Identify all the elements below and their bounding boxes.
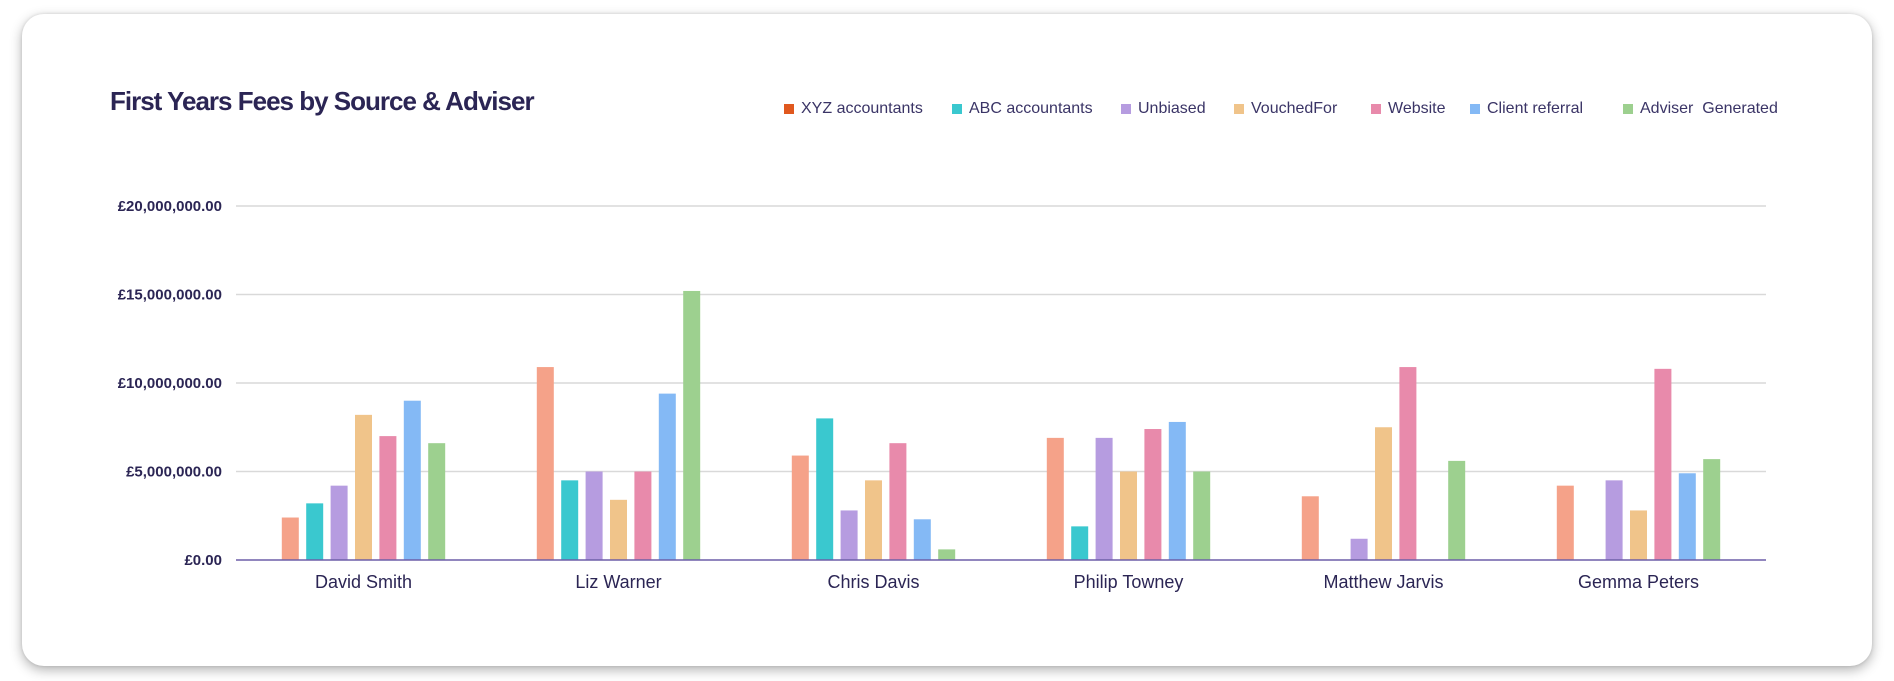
x-tick-label: Chris Davis — [827, 572, 919, 592]
bar-gemma-peters-xyz-accountants — [1556, 485, 1574, 560]
bar-david-smith-unbiased — [330, 485, 348, 560]
legend-item-abc-accountants: ABC accountants — [952, 100, 1093, 118]
bar-liz-warner-website — [634, 471, 652, 560]
bar-matthew-jarvis-adviser-generated — [1448, 460, 1466, 560]
y-tick-label: £5,000,000.00 — [126, 464, 222, 481]
legend-swatch-xyz-accountants — [784, 104, 794, 114]
legend-item-unbiased: Unbiased — [1121, 100, 1206, 118]
bar-philip-towney-xyz-accountants — [1046, 437, 1064, 560]
bar-matthew-jarvis-unbiased — [1350, 538, 1368, 560]
y-tick-label: £10,000,000.00 — [118, 375, 222, 392]
legend-item-adviser-generated: Adviser Generated — [1623, 100, 1778, 118]
bar-philip-towney-unbiased — [1095, 437, 1113, 560]
legend-item-client-referral: Client referral — [1470, 100, 1583, 118]
x-tick-label: Liz Warner — [575, 572, 661, 592]
legend-label-vouchedfor: VouchedFor — [1251, 100, 1338, 117]
legend-label-website: Website — [1388, 100, 1446, 117]
x-tick-label: Matthew Jarvis — [1323, 572, 1443, 592]
chart-title: First Years Fees by Source & Adviser — [110, 86, 535, 116]
bar-gemma-peters-client-referral — [1678, 473, 1696, 560]
bar-liz-warner-abc-accountants — [561, 480, 579, 560]
bar-gemma-peters-adviser-generated — [1703, 459, 1721, 560]
legend-label-client-referral: Client referral — [1487, 100, 1584, 117]
y-tick-label: £20,000,000.00 — [118, 198, 222, 215]
legend-label-adviser-generated: Adviser Generated — [1640, 100, 1778, 117]
legend-swatch-vouchedfor — [1234, 104, 1244, 114]
y-tick-label: £15,000,000.00 — [118, 287, 222, 304]
bar-gemma-peters-vouchedfor — [1630, 510, 1647, 560]
bar-david-smith-website — [379, 436, 397, 560]
bar-chris-davis-adviser-generated — [938, 549, 956, 560]
legend-swatch-abc-accountants — [952, 104, 962, 114]
bar-gemma-peters-unbiased — [1605, 480, 1623, 560]
x-tick-label: Philip Towney — [1074, 572, 1184, 592]
legend-swatch-unbiased — [1121, 104, 1131, 114]
bar-chris-davis-abc-accountants — [816, 418, 834, 560]
bar-chris-davis-client-referral — [913, 519, 931, 560]
legend-item-vouchedfor: VouchedFor — [1234, 100, 1337, 118]
bar-gemma-peters-website — [1654, 368, 1672, 560]
bar-liz-warner-xyz-accountants — [536, 367, 554, 560]
legend-swatch-adviser-generated — [1623, 104, 1633, 114]
bar-david-smith-client-referral — [403, 400, 421, 560]
legend-swatch-website — [1371, 104, 1381, 114]
legend-item-website: Website — [1371, 100, 1446, 118]
bar-liz-warner-unbiased — [585, 471, 603, 560]
y-tick-label: £0.00 — [184, 552, 222, 569]
bar-philip-towney-client-referral — [1168, 421, 1186, 560]
bar-chris-davis-vouchedfor — [865, 480, 882, 560]
bar-chris-davis-website — [889, 443, 907, 560]
bar-liz-warner-client-referral — [658, 393, 676, 560]
bar-chris-davis-unbiased — [840, 510, 858, 560]
legend-label-abc-accountants: ABC accountants — [969, 100, 1093, 117]
x-tick-label: Gemma Peters — [1578, 572, 1699, 592]
legend-label-xyz-accountants: XYZ accountants — [801, 100, 923, 117]
bar-liz-warner-vouchedfor — [610, 499, 627, 560]
bar-philip-towney-vouchedfor — [1120, 471, 1137, 560]
bar-david-smith-abc-accountants — [306, 503, 324, 560]
bar-philip-towney-website — [1144, 429, 1162, 560]
bar-matthew-jarvis-website — [1399, 367, 1417, 560]
bar-matthew-jarvis-xyz-accountants — [1301, 496, 1319, 560]
x-tick-label: David Smith — [315, 572, 412, 592]
bar-philip-towney-abc-accountants — [1071, 526, 1089, 560]
bar-liz-warner-adviser-generated — [683, 290, 701, 560]
legend-item-xyz-accountants: XYZ accountants — [784, 100, 923, 118]
bar-david-smith-vouchedfor — [355, 414, 372, 560]
bar-david-smith-xyz-accountants — [281, 517, 299, 560]
bar-philip-towney-adviser-generated — [1193, 471, 1211, 560]
bar-david-smith-adviser-generated — [428, 443, 446, 560]
legend-swatch-client-referral — [1470, 104, 1480, 114]
bar-matthew-jarvis-vouchedfor — [1375, 427, 1392, 560]
bar-chris-davis-xyz-accountants — [791, 455, 809, 560]
legend-label-unbiased: Unbiased — [1138, 100, 1206, 117]
